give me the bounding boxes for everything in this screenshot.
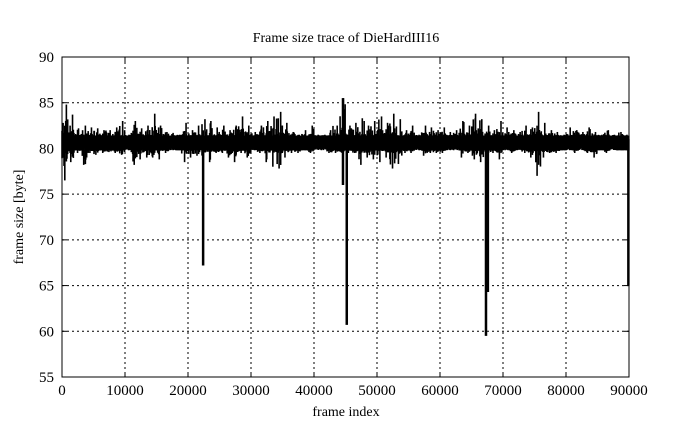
data-trace — [61, 98, 630, 336]
y-tick-label: 60 — [39, 324, 54, 340]
y-tick-label: 75 — [39, 187, 54, 203]
chart-title: Frame size trace of DieHardIII16 — [253, 31, 440, 46]
y-tick-labels: 55 60 65 70 75 80 85 90 — [39, 50, 54, 386]
x-tick-label: 80000 — [547, 383, 585, 399]
x-tick-label: 10000 — [106, 383, 144, 399]
x-tick-label: 50000 — [358, 383, 396, 399]
y-tick-label: 70 — [39, 233, 54, 249]
y-tick-label: 85 — [39, 96, 54, 112]
y-tick-label: 90 — [39, 50, 54, 66]
x-tick-label: 60000 — [421, 383, 459, 399]
grid — [61, 56, 630, 378]
y-tick-label: 55 — [39, 370, 54, 386]
x-tick-label: 30000 — [232, 383, 270, 399]
x-tick-label: 20000 — [169, 383, 207, 399]
x-tick-label: 90000 — [610, 383, 648, 399]
x-tick-labels: 0 10000 20000 30000 40000 50000 60000 70000 8000… — [58, 383, 648, 399]
y-tick-label: 80 — [39, 141, 54, 157]
y-axis-label: frame size [byte] — [12, 170, 27, 265]
x-tick-label: 40000 — [295, 383, 333, 399]
x-axis-label: frame index — [312, 405, 379, 420]
x-tick-label: 0 — [58, 383, 66, 399]
x-tick-label: 70000 — [484, 383, 522, 399]
plot-frame — [61, 56, 630, 378]
y-tick-label: 65 — [39, 279, 54, 295]
